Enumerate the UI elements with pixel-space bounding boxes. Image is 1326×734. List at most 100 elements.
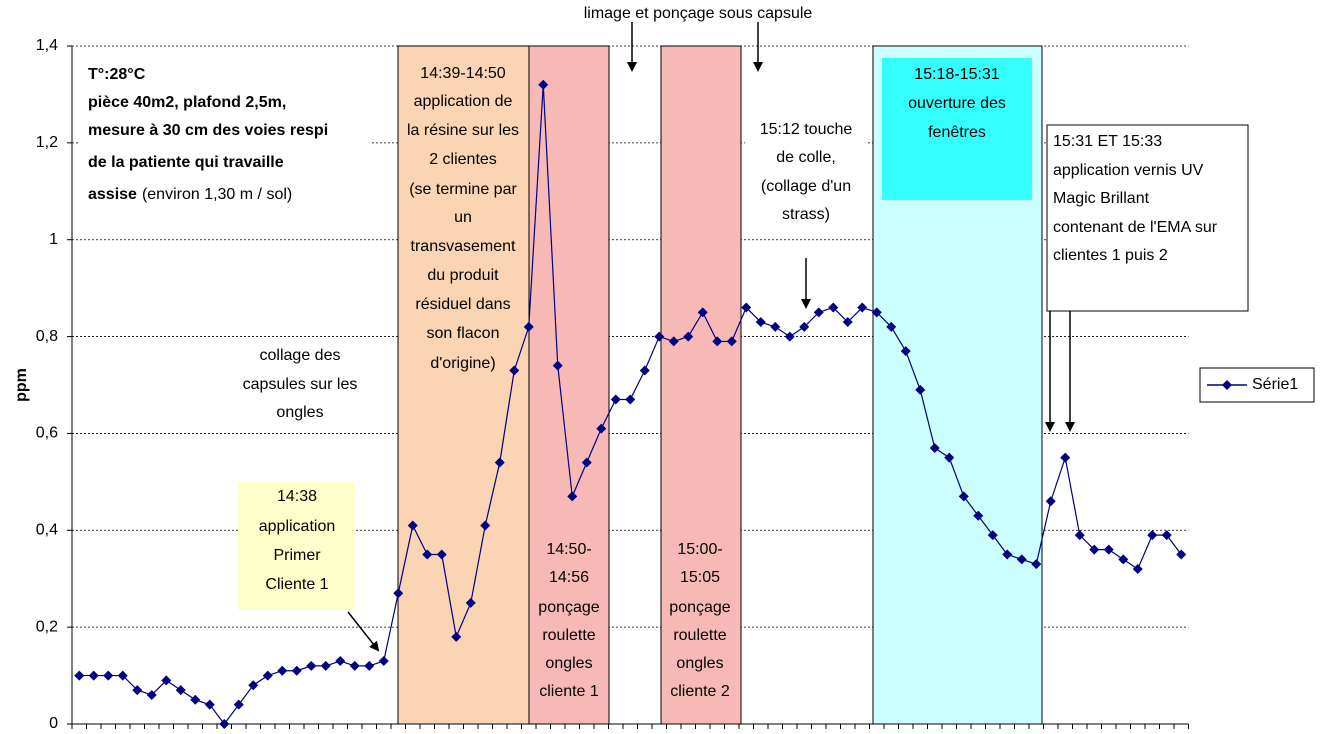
annotation-text: ouverture des [908,95,1006,112]
data-point [639,365,650,376]
data-point [1103,544,1114,555]
annotation-box [1046,124,1249,312]
annotation-text: transvasement [411,238,516,255]
annotation-box [238,482,355,610]
data-point [683,331,694,342]
data-point [755,317,766,328]
capsule-background [235,342,367,428]
data-point [393,588,404,599]
data-point [74,670,85,681]
data-point [204,699,215,710]
data-point [117,670,128,681]
data-point [175,685,186,696]
annotation-text: (collage d'un [761,178,851,195]
data-point [726,336,737,347]
annotation-text: fenêtres [928,124,986,141]
data-point [871,307,882,318]
data-point [291,665,302,676]
data-point [509,365,520,376]
annotation-text: cliente 2 [670,683,730,700]
data-point [973,510,984,521]
data-point [378,656,389,667]
annotation-text: capsules sur les [243,376,358,393]
annotation-text: (se termine par [409,181,517,198]
legend-marker [1222,380,1232,390]
data-point [596,423,607,434]
annotation-text: mesure à 30 cm des voies respi [88,122,328,139]
data-point [886,321,897,332]
data-point [1016,554,1027,565]
data-point [364,660,375,671]
data-point [465,597,476,608]
data-point [146,689,157,700]
data-point [552,360,563,371]
annotation-text: 14:56 [549,569,589,586]
data-point [349,660,360,671]
annotation-text: un [454,209,472,226]
data-point [1176,549,1187,560]
data-point [494,457,505,468]
annotation-text: contenant de l'EMA sur [1053,219,1218,236]
data-point [190,694,201,705]
data-point [233,699,244,710]
annotation-box [882,58,1032,200]
data-point [1031,559,1042,570]
data-point [799,321,810,332]
annotation-text: 15:18-15:31 [914,66,1000,83]
y-tick-label: 0 [49,715,58,732]
data-point [538,79,549,90]
y-axis-title: ppm [13,368,30,402]
y-tick-label: 0,2 [36,618,58,635]
annotation-text: application vernis UV [1053,162,1204,179]
annotation-text: du produit [427,267,499,284]
annotation-text: T°:28°C [88,66,146,83]
legend-label: Série1 [1252,376,1298,393]
data-point [900,346,911,357]
data-point [407,520,418,531]
annotation-arrow [347,611,380,652]
annotation-text: assise (environ 1,30 m / sol) [88,186,292,203]
data-point [161,675,172,686]
annotation-text: Cliente 1 [265,576,328,593]
data-point [668,336,679,347]
annotation-box [397,45,530,725]
annotation-text: 14:39-14:50 [420,65,506,82]
annotation-text: ongles [676,655,723,672]
annotation-text: ponçage [538,599,599,616]
data-point [320,660,331,671]
data-point [813,307,824,318]
data-point [1074,530,1085,541]
annotation-text: ponçage [669,599,730,616]
data-point [654,331,665,342]
glue-background [745,115,867,229]
data-point [567,491,578,502]
y-tick-label: 1 [49,231,58,248]
data-point [784,331,795,342]
data-point [480,520,491,531]
y-tick-label: 0,8 [36,328,58,345]
annotation-text: de la patiente qui travaille [88,154,284,171]
annotation-text: collage des [260,347,341,364]
data-point [523,321,534,332]
data-point [436,549,447,560]
annotation-box [660,45,742,725]
data-point [770,321,781,332]
annotation-text: résiduel dans [415,296,510,313]
data-point [915,384,926,395]
data-point [1060,452,1071,463]
annotation-text: limage et ponçage sous capsule [584,5,813,22]
annotation-text: application de [414,93,513,110]
annotation-text: assise [88,186,137,203]
data-point [929,442,940,453]
annotation-text: son flacon [427,325,500,342]
data-point [987,530,998,541]
annotation-text: cliente 1 [539,683,599,700]
annotation-text: 15:05 [680,569,720,586]
annotation-text: Magic Brillant [1053,190,1150,207]
annotation-text: roulette [673,627,726,644]
data-point [1045,496,1056,507]
data-point [335,656,346,667]
data-point [248,680,259,691]
data-point [103,670,114,681]
